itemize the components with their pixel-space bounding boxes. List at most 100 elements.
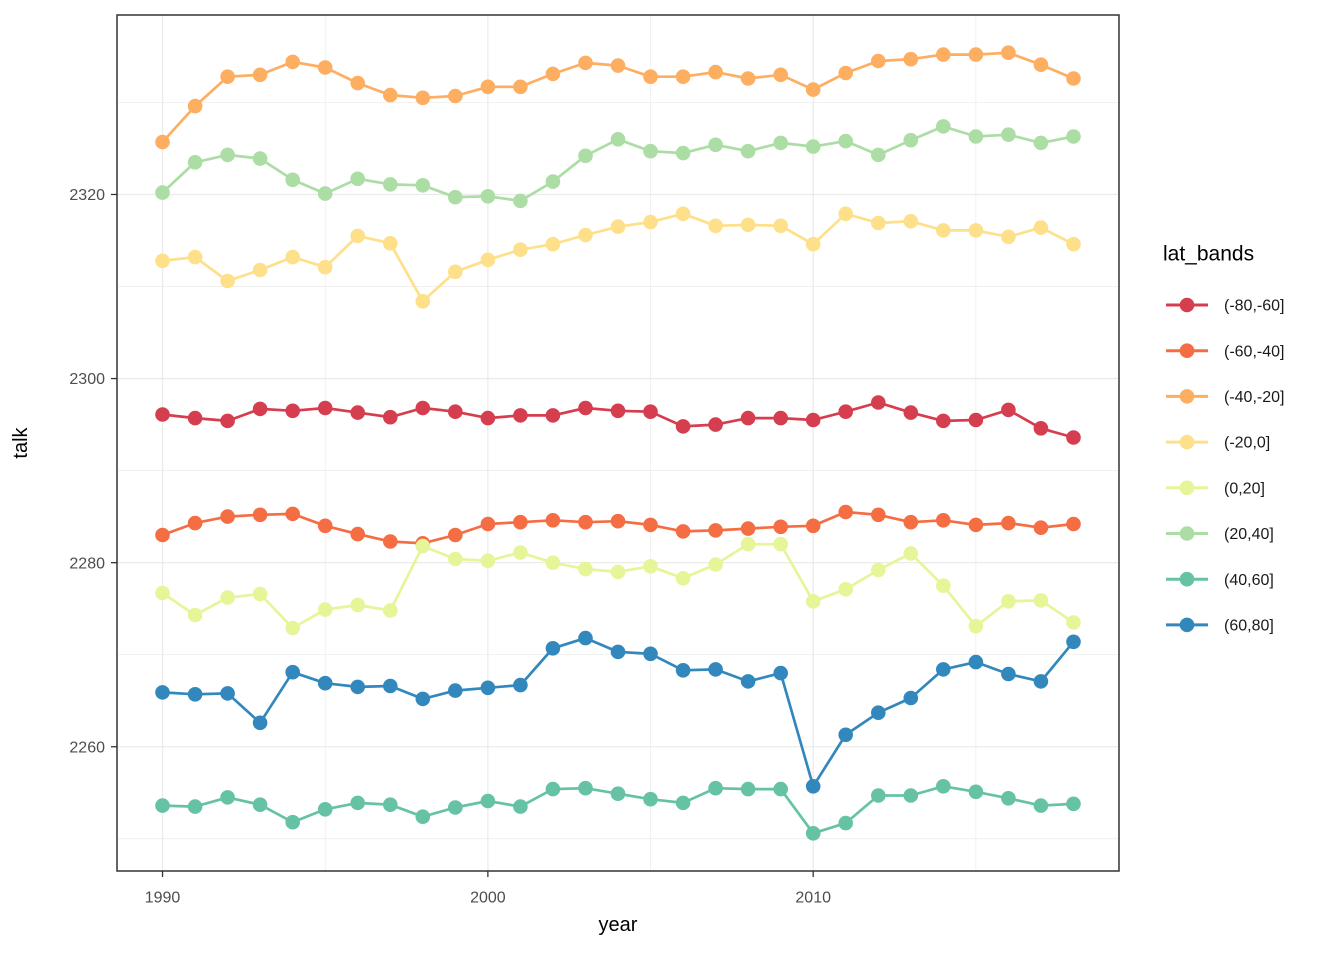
data-point xyxy=(285,403,301,419)
data-point xyxy=(610,564,626,580)
data-point xyxy=(285,172,301,188)
data-point xyxy=(1066,129,1081,144)
data-point xyxy=(545,781,561,797)
legend-item-label: (-60,-40] xyxy=(1224,343,1284,360)
data-point xyxy=(675,663,691,678)
data-point xyxy=(285,506,301,522)
data-point xyxy=(448,264,463,280)
data-point xyxy=(936,119,951,134)
data-point xyxy=(350,526,366,542)
data-point xyxy=(578,514,593,530)
data-point xyxy=(187,607,203,623)
data-point xyxy=(968,654,984,670)
legend-item-label: (20,40] xyxy=(1224,526,1274,543)
data-point xyxy=(805,826,821,841)
data-point xyxy=(383,236,398,251)
data-point xyxy=(252,67,268,83)
data-point xyxy=(578,227,593,243)
data-point xyxy=(317,259,333,275)
data-point xyxy=(317,518,333,534)
data-point xyxy=(220,686,235,701)
data-point xyxy=(740,143,756,159)
data-point xyxy=(643,559,658,574)
data-point xyxy=(1001,666,1016,682)
data-point xyxy=(415,294,431,309)
data-point xyxy=(740,674,756,689)
data-point xyxy=(838,582,853,597)
legend-key-point xyxy=(1179,297,1195,313)
data-point xyxy=(513,799,528,814)
series-(40,60] xyxy=(155,779,1081,841)
data-point xyxy=(903,514,919,530)
data-point xyxy=(415,538,431,554)
data-point xyxy=(415,178,431,193)
data-point xyxy=(545,641,561,656)
data-point xyxy=(545,513,561,528)
legend-item-(60,80]: (60,80] xyxy=(1166,618,1274,635)
data-point xyxy=(252,401,268,417)
data-point xyxy=(675,145,691,161)
data-point xyxy=(317,602,333,617)
data-point xyxy=(805,779,821,794)
data-point xyxy=(740,781,756,797)
data-point xyxy=(350,171,366,187)
series-(-60,-40] xyxy=(155,504,1081,551)
data-point xyxy=(805,412,821,428)
data-point xyxy=(383,678,398,694)
data-point xyxy=(903,405,919,420)
data-point xyxy=(936,413,951,429)
data-point xyxy=(1066,430,1081,445)
data-point xyxy=(968,412,984,428)
legend-key-point xyxy=(1179,526,1195,541)
legend-item-label: (-40,-20] xyxy=(1224,389,1284,406)
data-point xyxy=(968,129,984,144)
data-point xyxy=(1033,135,1049,151)
data-point xyxy=(578,561,593,577)
series-(20,40] xyxy=(155,119,1081,209)
data-point xyxy=(513,79,528,95)
data-point xyxy=(1066,634,1081,650)
legend: lat_bands (-80,-60] (-60,-40] (-40,-20] (-20… xyxy=(1163,242,1284,634)
data-point xyxy=(220,509,235,524)
data-point xyxy=(643,214,658,230)
data-point xyxy=(675,571,691,586)
data-point xyxy=(610,403,626,419)
data-point xyxy=(220,69,235,84)
data-point xyxy=(317,400,333,416)
data-point xyxy=(513,514,528,530)
data-point xyxy=(317,60,333,75)
data-point xyxy=(285,664,301,680)
data-point xyxy=(1001,791,1016,806)
y-axis-title: talk xyxy=(10,426,32,458)
data-point xyxy=(350,228,366,244)
data-point xyxy=(350,795,366,811)
data-point xyxy=(708,523,723,538)
data-point xyxy=(903,132,919,148)
legend-item-(-80,-60]: (-80,-60] xyxy=(1166,298,1284,315)
data-point xyxy=(968,517,984,533)
data-point xyxy=(350,679,366,695)
data-point xyxy=(871,215,886,231)
data-point xyxy=(643,69,658,84)
series-(60,80] xyxy=(155,630,1081,794)
legend-key-point xyxy=(1179,434,1195,450)
x-tick-label: 1990 xyxy=(145,890,181,907)
data-point xyxy=(350,75,366,91)
data-point xyxy=(740,217,756,233)
data-point xyxy=(285,814,301,830)
series-(-80,-60] xyxy=(155,395,1081,445)
data-point xyxy=(903,690,919,706)
data-point xyxy=(383,409,398,425)
data-point xyxy=(578,148,593,164)
data-point xyxy=(252,586,268,602)
data-point xyxy=(383,177,398,192)
data-point xyxy=(675,524,691,539)
data-point xyxy=(220,413,235,429)
data-point xyxy=(220,790,235,805)
data-point xyxy=(155,134,170,150)
data-point xyxy=(838,404,853,420)
data-point xyxy=(903,213,919,229)
data-point xyxy=(285,54,301,70)
data-point xyxy=(871,53,886,69)
